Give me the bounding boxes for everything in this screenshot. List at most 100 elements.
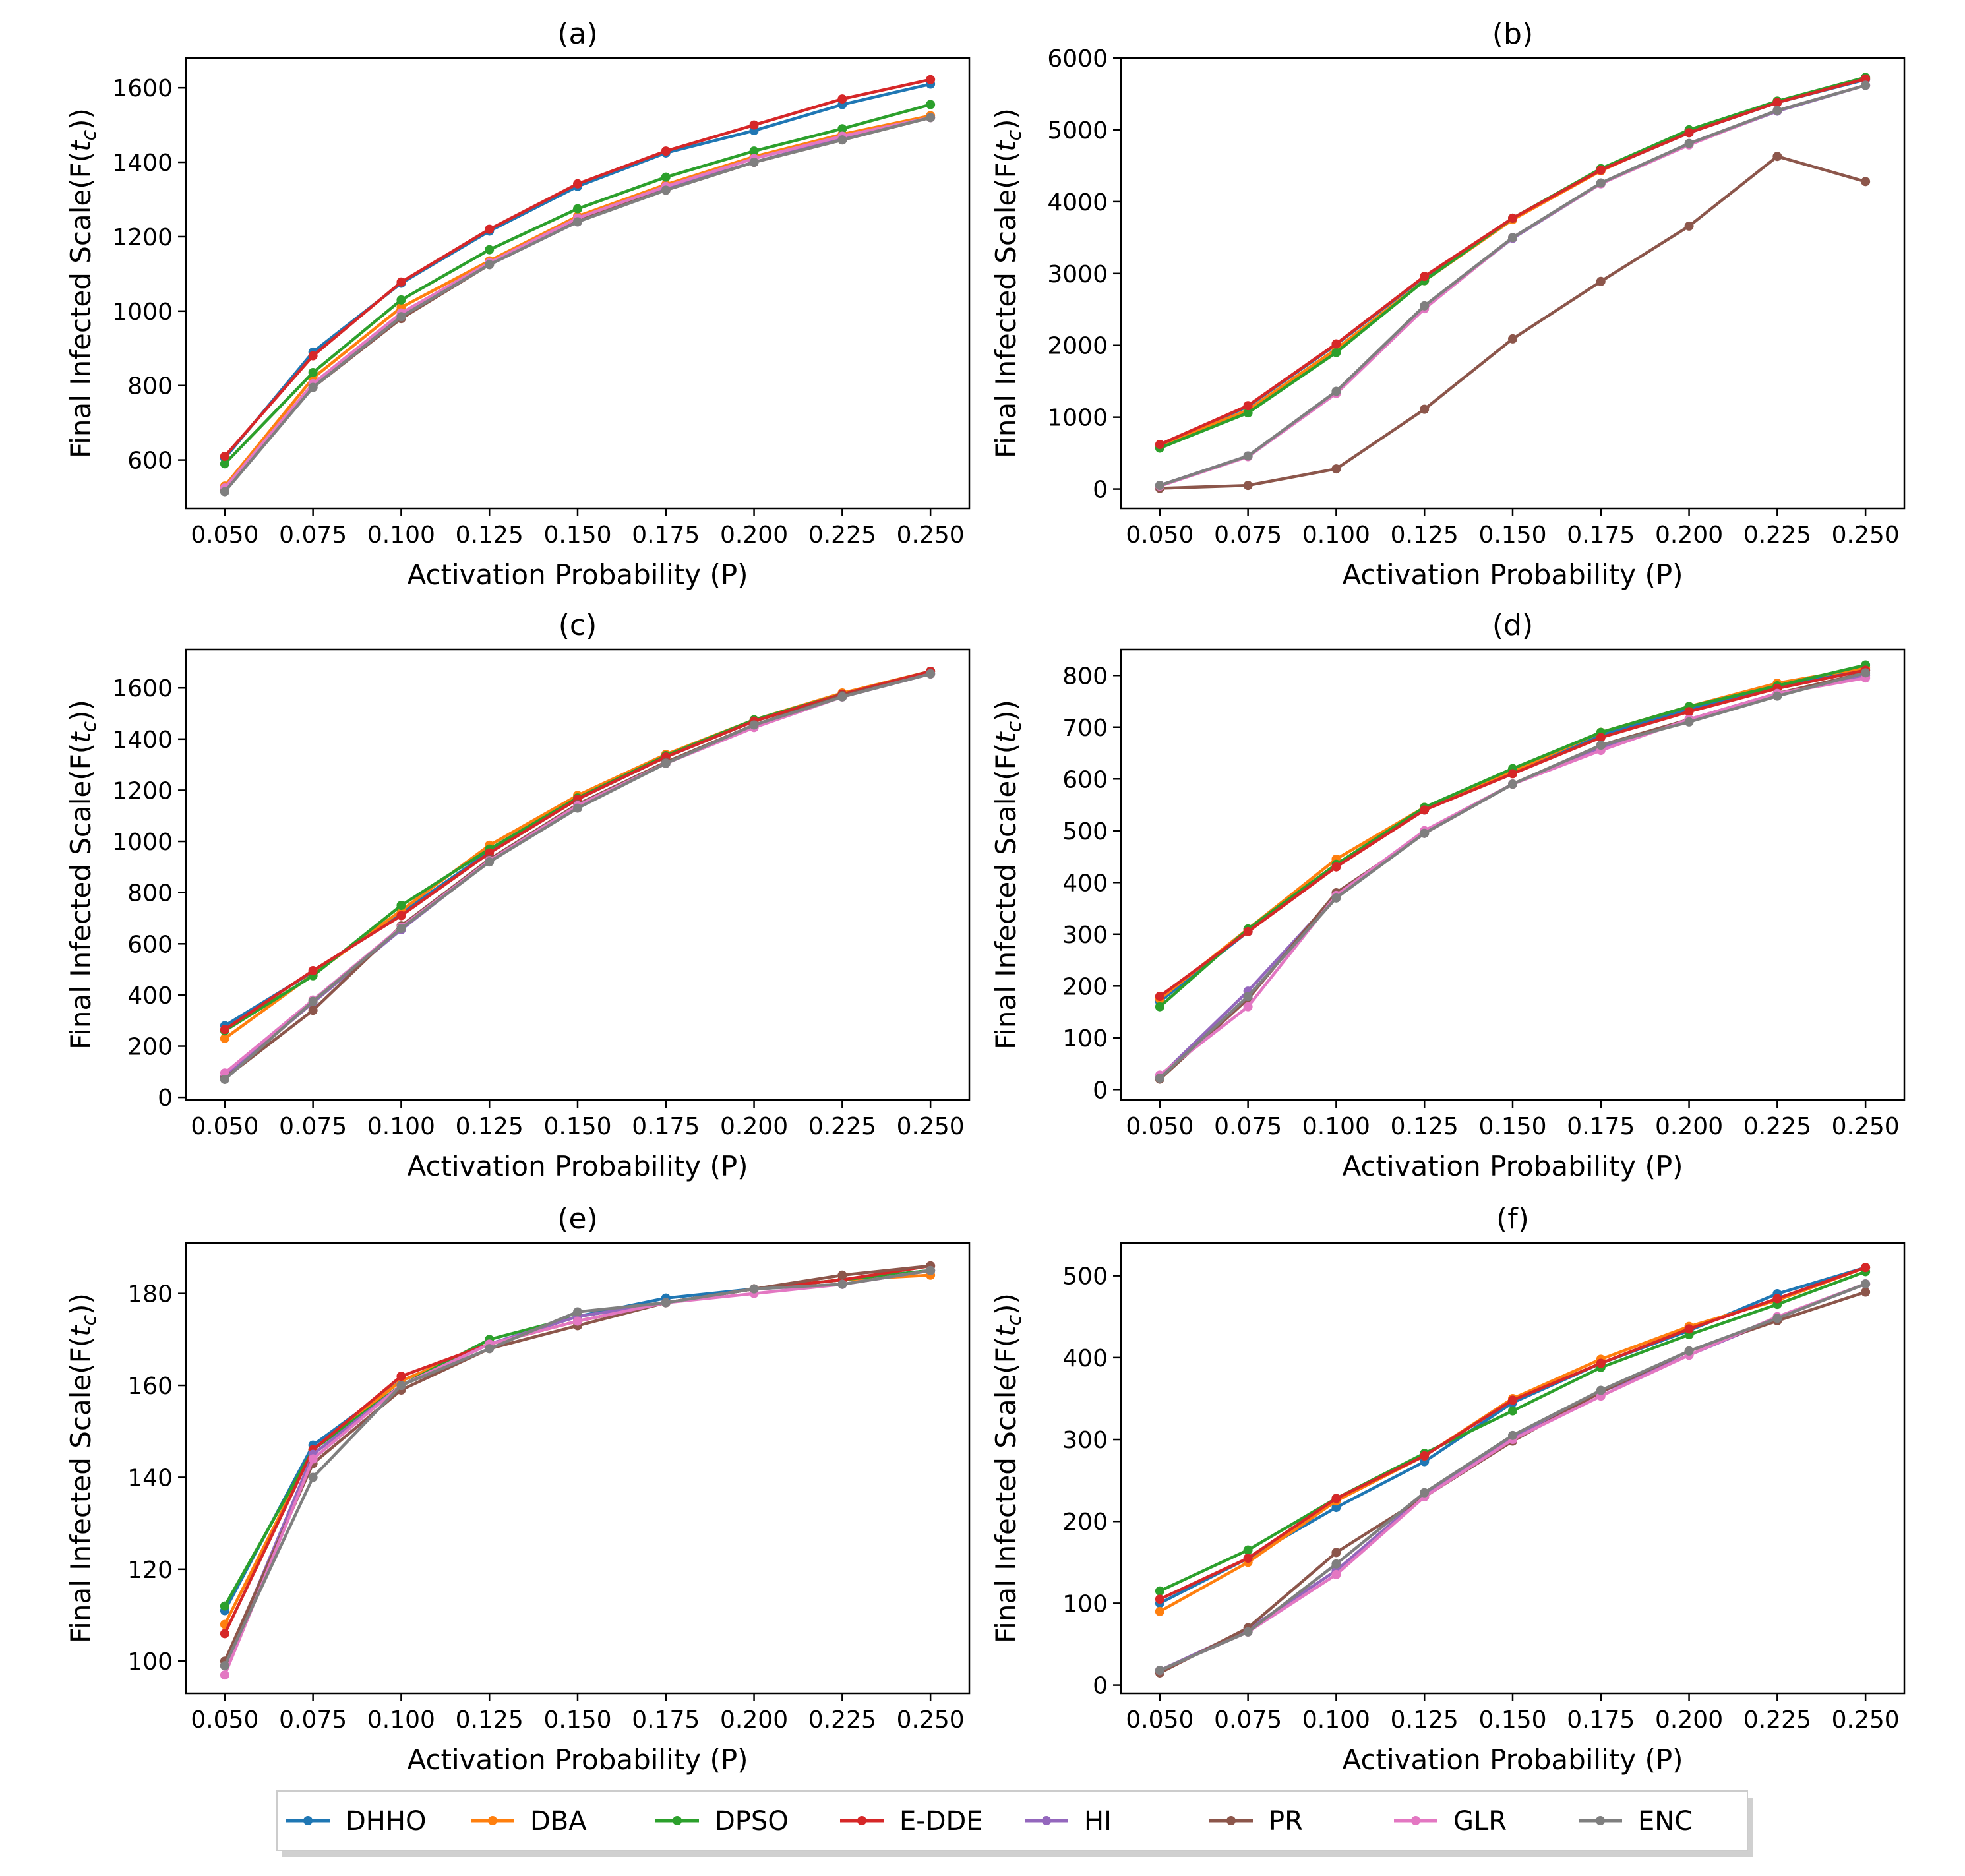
x-tick-label: 0.075 xyxy=(279,522,347,549)
x-tick-label: 0.250 xyxy=(897,1113,965,1140)
y-tick-label: 100 xyxy=(127,1649,173,1676)
legend-frame xyxy=(276,1790,1748,1851)
data-point xyxy=(926,100,936,109)
x-tick-label: 0.250 xyxy=(897,1707,965,1734)
y-axis-label: Final Infected Scale(F(tc)) xyxy=(990,108,1026,458)
data-point xyxy=(1243,1545,1253,1555)
y-tick-label: 2000 xyxy=(1047,333,1108,360)
y-tick-label: 800 xyxy=(127,373,173,400)
data-point xyxy=(1155,1666,1164,1676)
data-point xyxy=(220,451,229,461)
x-tick-label: 0.075 xyxy=(279,1707,347,1734)
data-point xyxy=(1508,779,1517,789)
x-tick-label: 0.150 xyxy=(543,522,611,549)
x-tick-label: 0.125 xyxy=(456,1707,524,1734)
series-e-dde xyxy=(1155,665,1871,1001)
x-tick-label: 0.200 xyxy=(720,522,788,549)
y-axis-label: Final Infected Scale(F(tc)) xyxy=(65,108,101,458)
x-tick-label: 0.050 xyxy=(1126,1707,1194,1734)
data-point xyxy=(1331,1559,1341,1569)
series-enc xyxy=(1155,1279,1871,1676)
y-tick-label: 500 xyxy=(1062,1263,1108,1290)
data-point xyxy=(308,1454,318,1464)
data-point xyxy=(396,901,406,911)
y-tick-label: 400 xyxy=(127,983,173,1010)
data-point xyxy=(1155,991,1164,1001)
data-point xyxy=(1508,334,1517,344)
data-point xyxy=(837,692,847,702)
data-point xyxy=(220,487,229,497)
data-point xyxy=(661,172,671,182)
legend: DHHO DBA DPSO E-DDE HI xyxy=(276,1790,1753,1857)
legend-marker xyxy=(1042,1816,1051,1825)
x-axis-label: Activation Probability (P) xyxy=(1342,1150,1683,1182)
data-point xyxy=(1331,386,1341,396)
x-tick-label: 0.200 xyxy=(1655,522,1723,549)
data-point xyxy=(1684,1324,1694,1334)
data-point xyxy=(573,803,582,813)
x-tick-label: 0.150 xyxy=(543,1707,611,1734)
series-e-dde xyxy=(220,75,936,461)
data-point xyxy=(1420,828,1430,838)
data-point xyxy=(1420,1451,1430,1461)
x-tick-label: 0.175 xyxy=(1567,1113,1635,1140)
data-point xyxy=(1155,1002,1164,1012)
y-tick-label: 0 xyxy=(1093,1077,1108,1104)
data-point xyxy=(1861,1263,1871,1273)
data-point xyxy=(396,1381,406,1391)
x-tick-label: 0.075 xyxy=(279,1113,347,1140)
legend-label: GLR xyxy=(1453,1806,1507,1836)
chart-panel: (d) 0.050 0.075 0.100 0.125 0.150 0.175 0.200 0.… xyxy=(990,609,1906,1182)
x-tick-label: 0.175 xyxy=(632,522,700,549)
y-tick-label: 400 xyxy=(1062,1345,1108,1372)
data-point xyxy=(661,146,671,156)
x-axis-label: Activation Probability (P) xyxy=(1342,1743,1683,1776)
chart-panels: (a) 0.050 0.075 0.100 0.125 0.150 0.175 0.200 0.… xyxy=(65,17,1906,1776)
series-e-dde xyxy=(1155,74,1871,450)
legend-label: ENC xyxy=(1638,1806,1693,1836)
y-tick-label: 200 xyxy=(1062,1509,1108,1536)
x-tick-label: 0.250 xyxy=(1832,1113,1900,1140)
x-tick-label: 0.100 xyxy=(367,1707,435,1734)
data-point xyxy=(1684,128,1694,138)
y-axis-label: Final Infected Scale(F(tc)) xyxy=(990,1293,1026,1643)
legend-item-enc: ENC xyxy=(1579,1806,1693,1836)
data-point xyxy=(661,1298,671,1308)
data-point xyxy=(1772,106,1782,115)
legend-label: HI xyxy=(1084,1806,1112,1836)
data-point xyxy=(1243,991,1253,1001)
legend-label: DPSO xyxy=(715,1806,789,1836)
data-point xyxy=(1684,717,1694,727)
x-tick-label: 0.225 xyxy=(1743,1707,1811,1734)
y-tick-label: 1600 xyxy=(112,675,173,702)
data-point xyxy=(1420,805,1430,815)
y-tick-label: 100 xyxy=(1062,1590,1108,1618)
data-point xyxy=(308,966,318,976)
data-point xyxy=(220,1661,229,1671)
legend-label: E-DDE xyxy=(899,1806,983,1836)
x-tick-label: 0.075 xyxy=(1214,1707,1282,1734)
y-tick-label: 500 xyxy=(1062,818,1108,845)
data-point xyxy=(1331,348,1341,357)
legend-item-glr: GLR xyxy=(1394,1806,1507,1836)
data-point xyxy=(749,720,759,730)
data-point xyxy=(220,1601,229,1611)
x-tick-label: 0.175 xyxy=(1567,1707,1635,1734)
y-tick-label: 1000 xyxy=(112,829,173,856)
data-point xyxy=(926,1265,936,1275)
data-point xyxy=(1155,1594,1164,1604)
data-point xyxy=(1420,404,1430,414)
data-point xyxy=(485,848,495,858)
data-point xyxy=(926,669,936,679)
x-tick-label: 0.100 xyxy=(367,1113,435,1140)
legend-label: DBA xyxy=(530,1806,587,1836)
y-tick-label: 4000 xyxy=(1047,189,1108,216)
data-point xyxy=(1331,1569,1341,1579)
data-point xyxy=(1155,1606,1164,1616)
legend-marker xyxy=(857,1816,866,1825)
chart-title: (d) xyxy=(1492,609,1533,642)
data-point xyxy=(485,1344,495,1354)
data-point xyxy=(220,1074,229,1084)
data-point xyxy=(1861,1287,1871,1297)
y-tick-label: 1000 xyxy=(112,299,173,326)
